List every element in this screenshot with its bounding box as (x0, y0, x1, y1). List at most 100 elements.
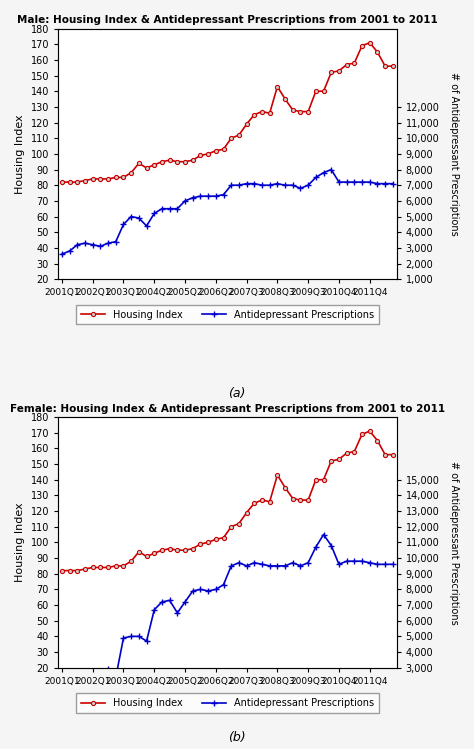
Housing Index (59, 566, 65, 575)
Antidepressant Prescriptions (336, 178, 342, 187)
Antidepressant Prescriptions (267, 562, 273, 571)
Antidepressant Prescriptions (298, 184, 303, 192)
Housing Index (328, 456, 334, 465)
Housing Index (321, 87, 327, 96)
Housing Index (167, 156, 173, 165)
Antidepressant Prescriptions (82, 670, 88, 679)
Title: Female: Housing Index & Antidepressant Prescriptions from 2001 to 2011: Female: Housing Index & Antidepressant P… (10, 404, 445, 413)
Title: Male: Housing Index & Antidepressant Prescriptions from 2001 to 2011: Male: Housing Index & Antidepressant Pre… (17, 15, 438, 25)
Antidepressant Prescriptions (374, 179, 380, 188)
Antidepressant Prescriptions (290, 181, 296, 189)
Antidepressant Prescriptions (136, 632, 142, 641)
Antidepressant Prescriptions (198, 192, 203, 201)
Antidepressant Prescriptions (136, 213, 142, 222)
Antidepressant Prescriptions (128, 212, 134, 221)
Antidepressant Prescriptions (251, 558, 257, 567)
Housing Index (282, 483, 288, 492)
Housing Index (98, 175, 103, 184)
Antidepressant Prescriptions (282, 562, 288, 571)
Housing Index (159, 546, 165, 555)
Antidepressant Prescriptions (174, 204, 180, 213)
Housing Index (374, 47, 380, 56)
Line: Antidepressant Prescriptions: Antidepressant Prescriptions (59, 532, 396, 699)
Antidepressant Prescriptions (236, 181, 242, 189)
Antidepressant Prescriptions (236, 558, 242, 567)
Antidepressant Prescriptions (382, 560, 388, 568)
Housing Index (205, 149, 211, 158)
Antidepressant Prescriptions (328, 165, 334, 174)
Antidepressant Prescriptions (267, 181, 273, 189)
Housing Index (313, 475, 319, 484)
Antidepressant Prescriptions (90, 668, 96, 677)
Housing Index (67, 178, 73, 187)
Antidepressant Prescriptions (313, 542, 319, 551)
Housing Index (367, 38, 373, 47)
Housing Index (121, 562, 127, 571)
Housing Index (244, 508, 249, 517)
Housing Index (259, 107, 265, 116)
Antidepressant Prescriptions (321, 169, 327, 178)
Antidepressant Prescriptions (274, 179, 280, 188)
Housing Index (174, 157, 180, 166)
Housing Index (259, 496, 265, 505)
Y-axis label: # of Antidepressant Prescriptions: # of Antidepressant Prescriptions (449, 72, 459, 236)
Legend: Housing Index, Antidepressant Prescriptions: Housing Index, Antidepressant Prescripti… (76, 694, 379, 713)
Housing Index (344, 449, 349, 458)
Antidepressant Prescriptions (390, 179, 396, 188)
Text: (b): (b) (228, 731, 246, 745)
Housing Index (98, 563, 103, 572)
Antidepressant Prescriptions (321, 530, 327, 539)
Housing Index (382, 61, 388, 70)
Antidepressant Prescriptions (182, 196, 188, 205)
Antidepressant Prescriptions (282, 181, 288, 189)
Housing Index (151, 549, 157, 558)
Housing Index (221, 145, 227, 154)
Housing Index (251, 499, 257, 508)
Antidepressant Prescriptions (244, 179, 249, 188)
Antidepressant Prescriptions (74, 667, 80, 676)
Antidepressant Prescriptions (144, 637, 149, 646)
Housing Index (144, 552, 149, 561)
Antidepressant Prescriptions (98, 671, 103, 680)
Housing Index (105, 175, 111, 184)
Housing Index (305, 107, 311, 116)
Antidepressant Prescriptions (336, 560, 342, 568)
Antidepressant Prescriptions (128, 632, 134, 641)
Antidepressant Prescriptions (59, 249, 65, 258)
Antidepressant Prescriptions (298, 562, 303, 571)
Antidepressant Prescriptions (244, 562, 249, 571)
Housing Index (328, 68, 334, 77)
Antidepressant Prescriptions (213, 192, 219, 201)
Housing Index (213, 535, 219, 544)
Housing Index (67, 566, 73, 575)
Antidepressant Prescriptions (213, 585, 219, 594)
Antidepressant Prescriptions (144, 222, 149, 231)
Housing Index (167, 545, 173, 554)
Line: Housing Index: Housing Index (60, 429, 395, 573)
Antidepressant Prescriptions (182, 598, 188, 607)
Antidepressant Prescriptions (305, 181, 311, 189)
Antidepressant Prescriptions (67, 246, 73, 255)
Antidepressant Prescriptions (105, 665, 111, 674)
Housing Index (274, 82, 280, 91)
Antidepressant Prescriptions (151, 209, 157, 218)
Housing Index (244, 120, 249, 129)
Antidepressant Prescriptions (121, 634, 127, 643)
Antidepressant Prescriptions (344, 557, 349, 565)
Antidepressant Prescriptions (113, 673, 118, 682)
Antidepressant Prescriptions (290, 558, 296, 567)
Housing Index (236, 519, 242, 528)
Housing Index (74, 566, 80, 575)
Housing Index (390, 450, 396, 459)
Housing Index (174, 546, 180, 555)
Antidepressant Prescriptions (151, 605, 157, 614)
Line: Antidepressant Prescriptions: Antidepressant Prescriptions (59, 167, 396, 257)
Housing Index (121, 173, 127, 182)
Antidepressant Prescriptions (228, 562, 234, 571)
Housing Index (274, 470, 280, 479)
Antidepressant Prescriptions (74, 240, 80, 249)
Antidepressant Prescriptions (159, 204, 165, 213)
Y-axis label: Housing Index: Housing Index (15, 503, 25, 582)
Housing Index (128, 169, 134, 178)
Housing Index (82, 565, 88, 574)
